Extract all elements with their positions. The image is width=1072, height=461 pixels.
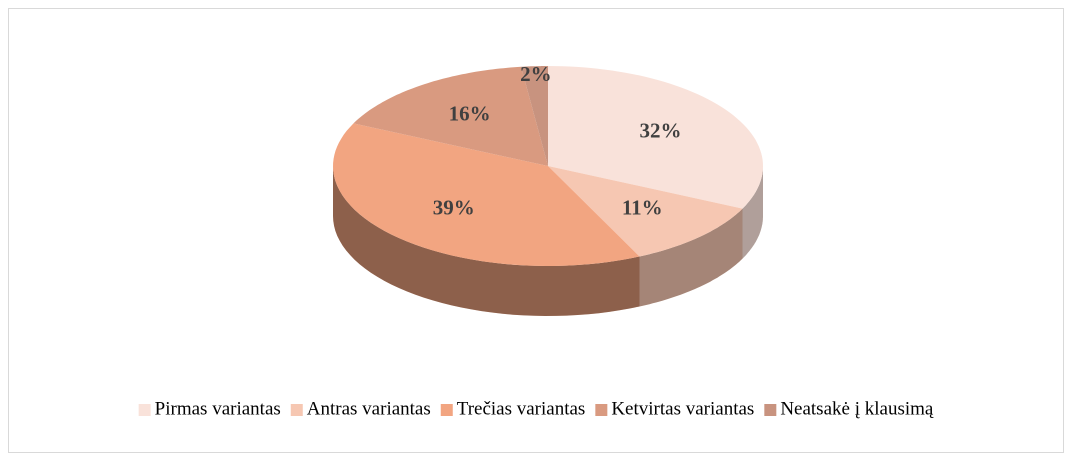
pie-side-shade bbox=[742, 166, 763, 259]
legend-swatch bbox=[595, 404, 608, 416]
pie-side-shade bbox=[333, 166, 640, 316]
pie-slice bbox=[521, 66, 548, 166]
legend-swatch bbox=[138, 404, 151, 416]
legend: Pirmas variantas Antras variantas Trečias … bbox=[138, 398, 934, 419]
pie-side bbox=[333, 166, 640, 316]
pie-slice bbox=[333, 123, 640, 267]
legend-label: Pirmas variantas bbox=[155, 398, 281, 419]
pie-side bbox=[639, 208, 743, 307]
data-label: 2% bbox=[520, 62, 552, 86]
pie-slice bbox=[353, 66, 548, 166]
data-label: 11% bbox=[622, 196, 663, 220]
legend-label: Neatsakė į klausimą bbox=[780, 398, 934, 419]
legend-label: Trečias variantas bbox=[457, 398, 586, 419]
legend-swatch bbox=[290, 404, 303, 416]
data-label: 16% bbox=[449, 102, 491, 126]
legend-label: Ketvirtas variantas bbox=[611, 398, 754, 419]
pie-side-shade bbox=[639, 208, 743, 307]
legend-label: Antras variantas bbox=[307, 398, 431, 419]
data-label: 39% bbox=[433, 196, 475, 220]
pie-slice bbox=[548, 166, 743, 257]
data-label: 32% bbox=[640, 119, 682, 143]
legend-swatch bbox=[764, 404, 777, 416]
pie-slice bbox=[548, 66, 763, 209]
legend-swatch bbox=[440, 404, 453, 416]
pie-side bbox=[742, 166, 763, 259]
